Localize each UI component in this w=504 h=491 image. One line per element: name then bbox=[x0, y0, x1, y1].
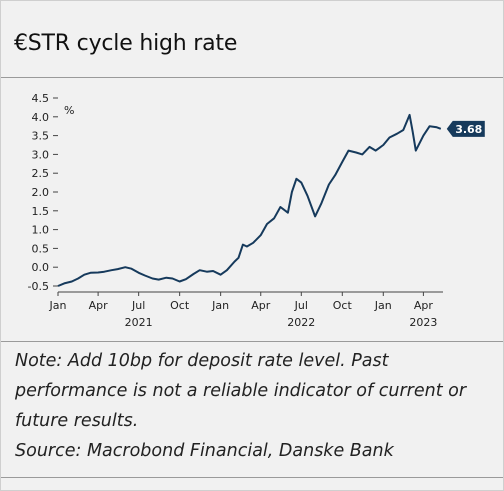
last-value-badge-shape bbox=[446, 120, 485, 137]
unit-label: % bbox=[64, 104, 74, 117]
last-value-label: 3.68 bbox=[455, 123, 482, 136]
x-tick-label: Jul bbox=[131, 299, 145, 312]
y-tick-label: 3.0 bbox=[32, 148, 50, 161]
x-tick-label: Jan bbox=[211, 299, 229, 312]
x-tick-label: Jul bbox=[294, 299, 308, 312]
y-tick-label: 0.5 bbox=[32, 242, 50, 255]
x-tick-label: Apr bbox=[414, 299, 434, 312]
x-tick-label: Apr bbox=[89, 299, 109, 312]
y-tick-label: 3.5 bbox=[32, 130, 50, 143]
source-text: Source: Macrobond Financial, Danske Bank bbox=[15, 441, 394, 461]
y-tick-label: 2.0 bbox=[32, 186, 50, 199]
y-tick-label: 2.5 bbox=[32, 167, 50, 180]
line-chart: 4.5 4.0 3.5 3.0 2.5 2.0 1.5 1.0 0.5 0.0 -0.5 Jan Ap… bbox=[28, 92, 485, 329]
x-tick-label: Jan bbox=[374, 299, 392, 312]
year-label: 2022 bbox=[287, 316, 315, 329]
divider-top bbox=[1, 77, 503, 78]
x-tick-label: Apr bbox=[251, 299, 271, 312]
year-label: 2021 bbox=[125, 316, 153, 329]
y-tick-label: 4.0 bbox=[32, 111, 50, 124]
x-tick-label: Jan bbox=[49, 299, 67, 312]
x-tick-label: Oct bbox=[333, 299, 353, 312]
y-tick-label: 1.5 bbox=[32, 205, 50, 218]
note-text: Note: Add 10bp for deposit rate level. P… bbox=[15, 351, 467, 431]
year-label: 2023 bbox=[409, 316, 437, 329]
x-tick-label: Oct bbox=[170, 299, 190, 312]
x-axis: Jan Apr Jul Oct Jan Apr Jul Oct Jan Apr 2021 2022 20… bbox=[49, 291, 443, 329]
y-tick-label: 0.0 bbox=[32, 261, 50, 274]
y-tick-label: 1.0 bbox=[32, 224, 50, 237]
notes: Note: Add 10bp for deposit rate level. P… bbox=[15, 346, 495, 466]
series-line bbox=[57, 113, 442, 287]
chart-title: €STR cycle high rate bbox=[14, 31, 238, 56]
y-tick-label: -0.5 bbox=[28, 280, 49, 293]
y-axis: 4.5 4.0 3.5 3.0 2.5 2.0 1.5 1.0 0.5 0.0 -0.5 bbox=[28, 92, 58, 293]
last-value-badge: 3.68 bbox=[446, 120, 485, 137]
divider-bottom bbox=[1, 477, 503, 478]
divider-middle bbox=[1, 341, 503, 342]
series-group bbox=[57, 113, 442, 287]
y-tick-label: 4.5 bbox=[32, 92, 50, 105]
